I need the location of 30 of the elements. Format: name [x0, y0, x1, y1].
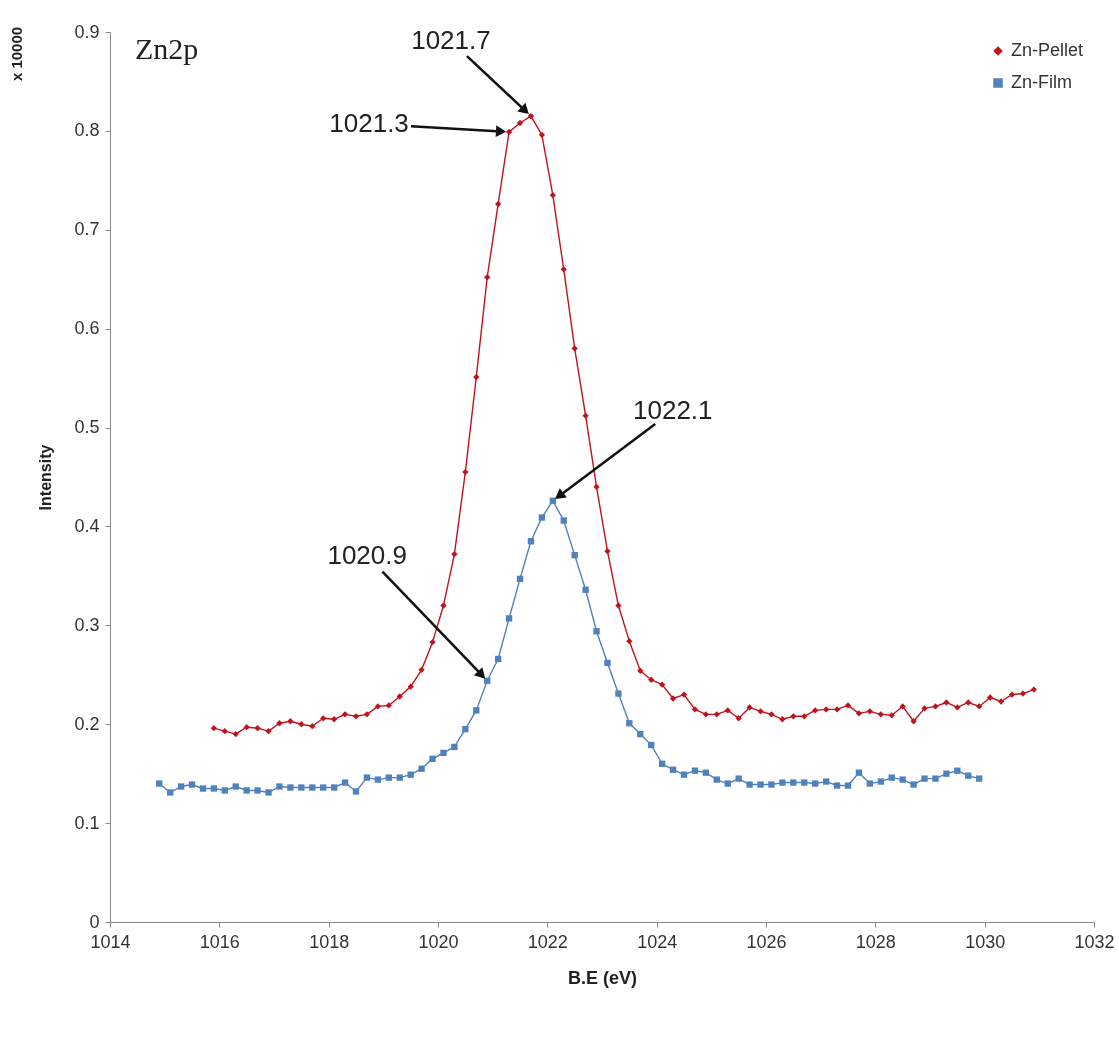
x-tick-label: 1024 [637, 931, 678, 952]
annotation: 1021.7 [411, 25, 491, 56]
legend-label: Zn-Pellet [1011, 40, 1084, 60]
annotation: 1021.3 [329, 107, 409, 138]
y-axis-title: Intensity [37, 444, 55, 511]
x-tick-label: 1026 [746, 931, 787, 952]
annotation: 1022.1 [633, 394, 713, 425]
y-tick-label: 0.6 [74, 318, 100, 339]
x-tick-label: 1018 [309, 931, 350, 952]
annotation: Zn2p [135, 32, 199, 65]
x-tick-label: 1030 [965, 931, 1006, 952]
x-tick-label: 1022 [527, 931, 568, 952]
text: x 10000 [8, 26, 25, 82]
x-tick-label: 1014 [90, 931, 131, 952]
y-tick-label: 0 [89, 911, 100, 932]
x-tick-label: 1020 [418, 931, 459, 952]
y-tick-label: 0.8 [74, 120, 100, 141]
y-tick-label: 0.4 [74, 515, 100, 536]
x-tick-label: 1028 [855, 931, 896, 952]
y-tick-label: 0.5 [74, 417, 100, 438]
y-tick-label: 0.1 [74, 812, 100, 833]
y-tick-label: 0.9 [74, 21, 100, 42]
x-tick-label: 1032 [1074, 931, 1115, 952]
y-tick-label: 0.2 [74, 713, 100, 734]
x-tick-label: 1016 [199, 931, 240, 952]
legend-label: Zn-Film [1011, 72, 1072, 92]
annotation: 1020.9 [327, 539, 407, 570]
y-tick-label: 0.7 [74, 219, 100, 240]
y-tick-label: 0.3 [74, 614, 100, 635]
x-axis-title: B.E (eV) [567, 967, 638, 988]
